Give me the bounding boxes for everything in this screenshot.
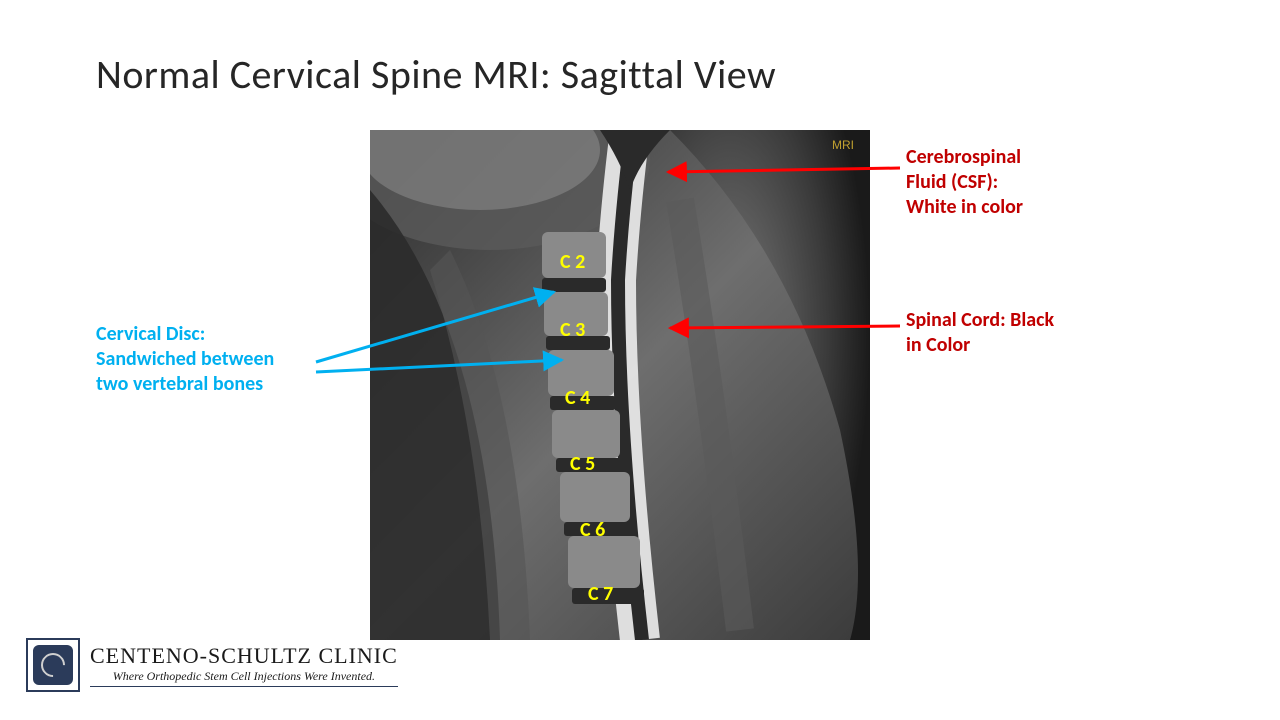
mri-image: MRI C 2 C 3 C 4 C 5 C 6 C 7 — [370, 130, 870, 640]
logo-sub-text: Where Orthopedic Stem Cell Injections We… — [90, 669, 398, 684]
label-c5: C 5 — [570, 452, 595, 476]
annotation-csf: Cerebrospinal Fluid (CSF): White in colo… — [906, 145, 1023, 220]
label-c4: C 4 — [565, 386, 590, 410]
mri-watermark: MRI — [832, 138, 854, 152]
slide-title: Normal Cervical Spine MRI: Sagittal View — [96, 50, 776, 99]
logo-main-text: CENTENO-SCHULTZ CLINIC — [90, 643, 398, 669]
label-c3: C 3 — [560, 318, 585, 342]
logo-icon — [26, 638, 80, 692]
label-c2: C 2 — [560, 250, 585, 274]
mri-svg — [370, 130, 870, 640]
annotation-disc: Cervical Disc: Sandwiched between two ve… — [96, 322, 274, 397]
clinic-logo: CENTENO-SCHULTZ CLINIC Where Orthopedic … — [26, 638, 398, 692]
annotation-cord: Spinal Cord: Black in Color — [906, 308, 1054, 358]
label-c6: C 6 — [580, 518, 605, 542]
label-c7: C 7 — [588, 582, 613, 606]
